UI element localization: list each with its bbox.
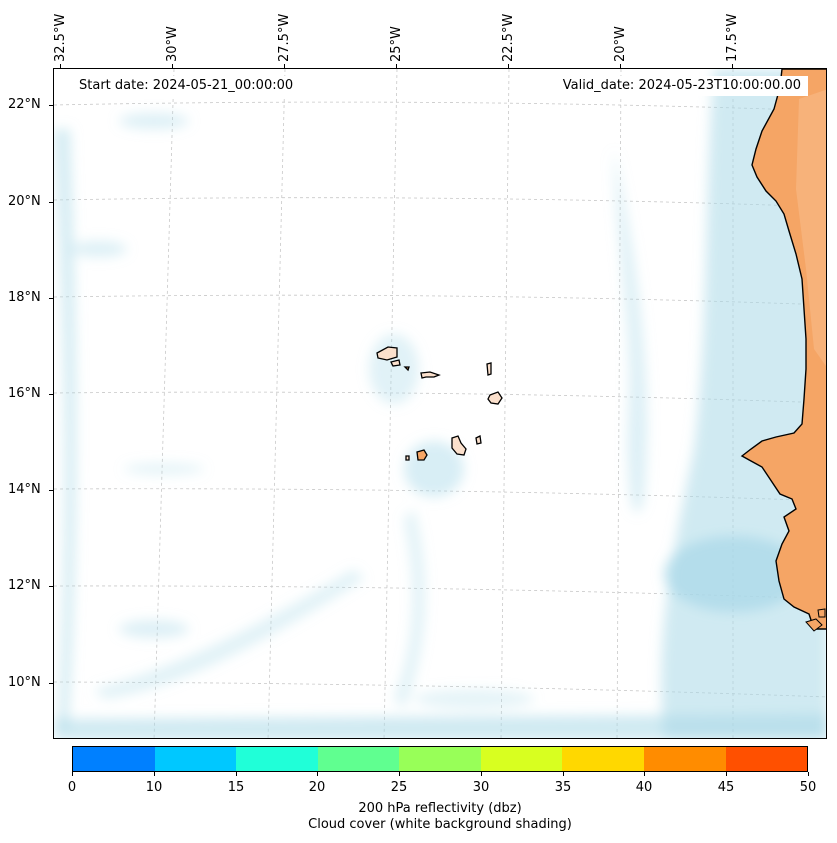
colorbar-segment [562,747,644,771]
cape-verde-islands [376,346,503,461]
latitude-label: 12°N [8,578,41,593]
colorbar-subtitle: Cloud cover (white background shading) [308,817,572,832]
latitude-tick [49,490,53,491]
colorbar-tick [563,772,564,776]
island-santa-luzia [403,366,410,372]
island-fogo [416,449,428,461]
colorbar-tick-label: 20 [308,780,326,795]
latitude-label: 22°N [8,97,41,112]
latitude-tick [49,298,53,299]
colorbar-tick [236,772,237,776]
island-boa-vista [487,391,503,405]
latitude-tick [49,394,53,395]
longitude-tick [284,64,285,68]
longitude-label: 20°W [613,26,628,62]
latitude-tick [49,202,53,203]
colorbar-tick [726,772,727,776]
coastal-shading [796,89,826,367]
latitude-label: 20°N [8,194,41,209]
island-sal [486,362,492,376]
longitude-label: 17.5°W [725,13,740,62]
colorbar-segment [236,747,318,771]
island-bijagos-1 [805,618,823,632]
latitude-label: 10°N [8,675,41,690]
latitude-tick [49,683,53,684]
longitude-label: 25°W [389,26,404,62]
colorbar-tick [644,772,645,776]
island-bijagos-2 [817,608,826,618]
colorbar-tick [481,772,482,776]
start-date-label: Start date: 2024-05-21_00:00:00 [72,76,301,96]
colorbar-segment [643,747,726,771]
colorbar-segment [480,747,563,771]
colorbar-tick [72,772,73,776]
longitude-label: 27.5°W [277,13,292,62]
latitude-tick [49,105,53,106]
latitude-label: 18°N [8,290,41,305]
colorbar-tick [154,772,155,776]
map-panel [53,68,827,739]
island-sao-vicente [390,359,401,367]
longitude-tick [620,64,621,68]
colorbar-tick-label: 25 [390,780,408,795]
longitude-tick [60,64,61,68]
longitude-label: 30°W [165,26,180,62]
colorbar-tick [399,772,400,776]
longitude-label: 32.5°W [53,13,68,62]
cloud-cover-shading [54,69,826,738]
longitude-tick [396,64,397,68]
colorbar-segment [399,747,481,771]
colorbar-segment [73,747,155,771]
colorbar-segment [725,747,808,771]
colorbar-segment [317,747,400,771]
colorbar-tick-label: 0 [67,780,77,795]
colorbar-tick-label: 50 [799,780,817,795]
island-santiago [451,435,467,456]
colorbar-tick-label: 40 [635,780,653,795]
island-santo-antao [376,346,398,361]
island-maio [475,435,482,445]
colorbar-tick-label: 35 [554,780,572,795]
colorbar-tick-label: 15 [227,780,245,795]
colorbar-tick [317,772,318,776]
map-canvas [54,69,826,738]
latitude-tick [49,586,53,587]
latitude-label: 16°N [8,386,41,401]
colorbar-tick [808,772,809,776]
african-land [740,69,826,632]
colorbar-tick-label: 45 [717,780,735,795]
reflectivity-colorbar [72,746,808,772]
colorbar-segment [154,747,237,771]
longitude-tick [172,64,173,68]
colorbar-tick-label: 30 [472,780,490,795]
island-sao-nicolau [420,371,441,379]
colorbar-title: 200 hPa reflectivity (dbz) [358,801,522,816]
longitude-tick [732,64,733,68]
colorbar-tick-label: 10 [145,780,163,795]
latitude-label: 14°N [8,482,41,497]
island-brava [405,455,410,461]
longitude-label: 22.5°W [501,13,516,62]
valid-date-label: Valid_date: 2024-05-23T10:00:00.00 [555,76,808,96]
longitude-tick [508,64,509,68]
